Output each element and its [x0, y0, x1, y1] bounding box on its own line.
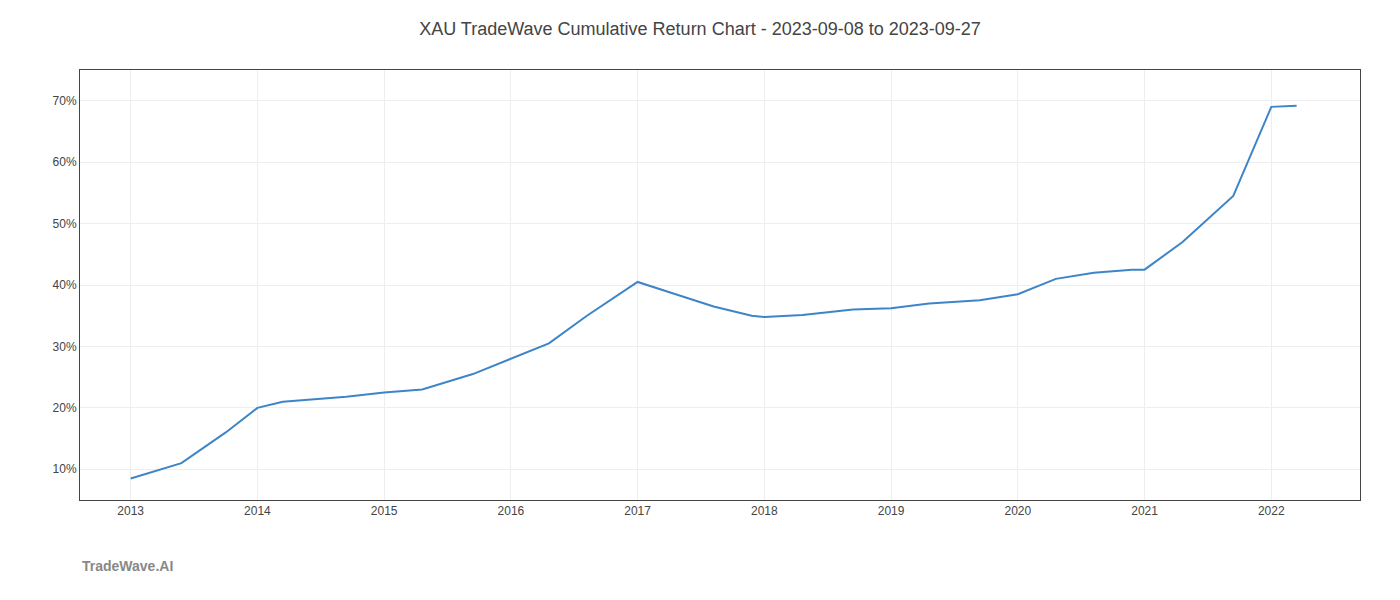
svg-text:2015: 2015 — [371, 504, 398, 518]
svg-text:30%: 30% — [53, 340, 77, 354]
svg-text:40%: 40% — [53, 278, 77, 292]
svg-text:60%: 60% — [53, 155, 77, 169]
svg-text:70%: 70% — [53, 94, 77, 108]
svg-text:2022: 2022 — [1258, 504, 1285, 518]
svg-text:2016: 2016 — [498, 504, 525, 518]
svg-text:20%: 20% — [53, 401, 77, 415]
svg-text:2019: 2019 — [878, 504, 905, 518]
svg-text:2020: 2020 — [1004, 504, 1031, 518]
svg-text:10%: 10% — [53, 462, 77, 476]
svg-text:2017: 2017 — [624, 504, 651, 518]
svg-text:2018: 2018 — [751, 504, 778, 518]
svg-text:XAU TradeWave Cumulative Retur: XAU TradeWave Cumulative Return Chart - … — [419, 19, 981, 39]
svg-text:2014: 2014 — [244, 504, 271, 518]
svg-text:2013: 2013 — [117, 504, 144, 518]
svg-text:2021: 2021 — [1131, 504, 1158, 518]
svg-text:TradeWave.AI: TradeWave.AI — [82, 558, 173, 574]
svg-text:50%: 50% — [53, 217, 77, 231]
